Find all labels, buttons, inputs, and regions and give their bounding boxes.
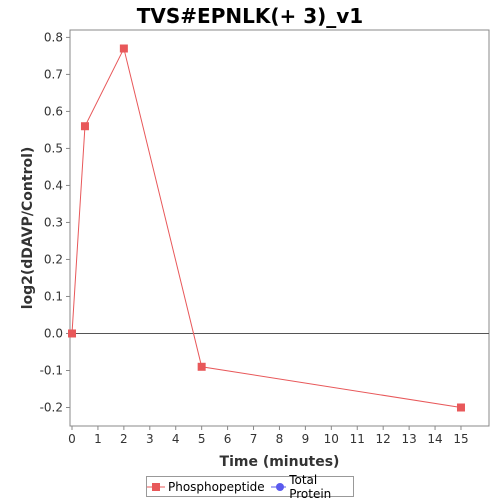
data-point bbox=[68, 329, 76, 338]
y-axis: 0.8 0.7 0.6 0.5 0.4 0.3 0.2 0.1 0.0 -0.1 -0.2 bbox=[40, 30, 70, 414]
legend-label-total-protein: Total Protein bbox=[289, 472, 332, 501]
x-tick-label: 13 bbox=[401, 432, 416, 446]
y-tick-label: 0.2 bbox=[44, 252, 63, 266]
legend-item-phosphopeptide: Phosphopeptide bbox=[147, 480, 265, 494]
y-tick-label: 0.3 bbox=[44, 215, 63, 229]
data-point bbox=[80, 122, 89, 131]
chart-title: TVS#EPNLK(+ 3)_v1 bbox=[136, 4, 364, 28]
y-tick-label: 0.4 bbox=[44, 178, 63, 192]
x-tick-label: 9 bbox=[302, 432, 310, 446]
x-tick-label: 14 bbox=[427, 432, 442, 446]
x-tick-label: 4 bbox=[172, 432, 180, 446]
x-tick-label: 10 bbox=[324, 432, 339, 446]
x-tick-label: 0 bbox=[68, 432, 76, 446]
data-point bbox=[456, 403, 465, 412]
x-tick-label: 12 bbox=[376, 432, 391, 446]
legend-swatch-circle-icon bbox=[270, 482, 287, 491]
x-tick-label: 7 bbox=[250, 432, 258, 446]
y-tick-label: 0.0 bbox=[44, 326, 63, 340]
y-tick-label: 0.8 bbox=[44, 30, 63, 44]
data-point bbox=[119, 44, 128, 53]
data-point bbox=[197, 362, 206, 371]
x-tick-label: 15 bbox=[453, 432, 468, 446]
x-tick-label: 8 bbox=[276, 432, 284, 446]
y-axis-label: log2(dDAVP/Control) bbox=[20, 147, 36, 310]
legend-label-phosphopeptide: Phosphopeptide bbox=[168, 479, 265, 494]
x-axis-label: Time (minutes) bbox=[220, 454, 340, 470]
y-tick-label: 0.6 bbox=[44, 104, 63, 118]
legend: Phosphopeptide Total Protein bbox=[146, 473, 354, 501]
x-tick-label: 6 bbox=[224, 432, 232, 446]
x-tick-label: 11 bbox=[350, 432, 365, 446]
x-tick-label: 2 bbox=[120, 432, 128, 446]
plot-area bbox=[69, 29, 490, 427]
x-tick-label: 3 bbox=[146, 432, 154, 446]
y-tick-label: 0.1 bbox=[44, 289, 63, 303]
legend-swatch-square-icon bbox=[147, 482, 165, 491]
x-tick-label: 5 bbox=[198, 432, 206, 446]
legend-item-total-protein: Total Protein bbox=[270, 472, 353, 501]
x-tick-label: 1 bbox=[94, 432, 102, 446]
x-axis: 0 1 2 3 4 5 6 7 8 9 10 11 12 13 14 15 bbox=[68, 426, 469, 446]
y-tick-label: 0.7 bbox=[44, 67, 63, 81]
series-layer bbox=[68, 44, 465, 412]
y-tick-label: -0.1 bbox=[40, 363, 63, 377]
y-tick-label: 0.5 bbox=[44, 141, 63, 155]
y-tick-label: -0.2 bbox=[40, 400, 63, 414]
